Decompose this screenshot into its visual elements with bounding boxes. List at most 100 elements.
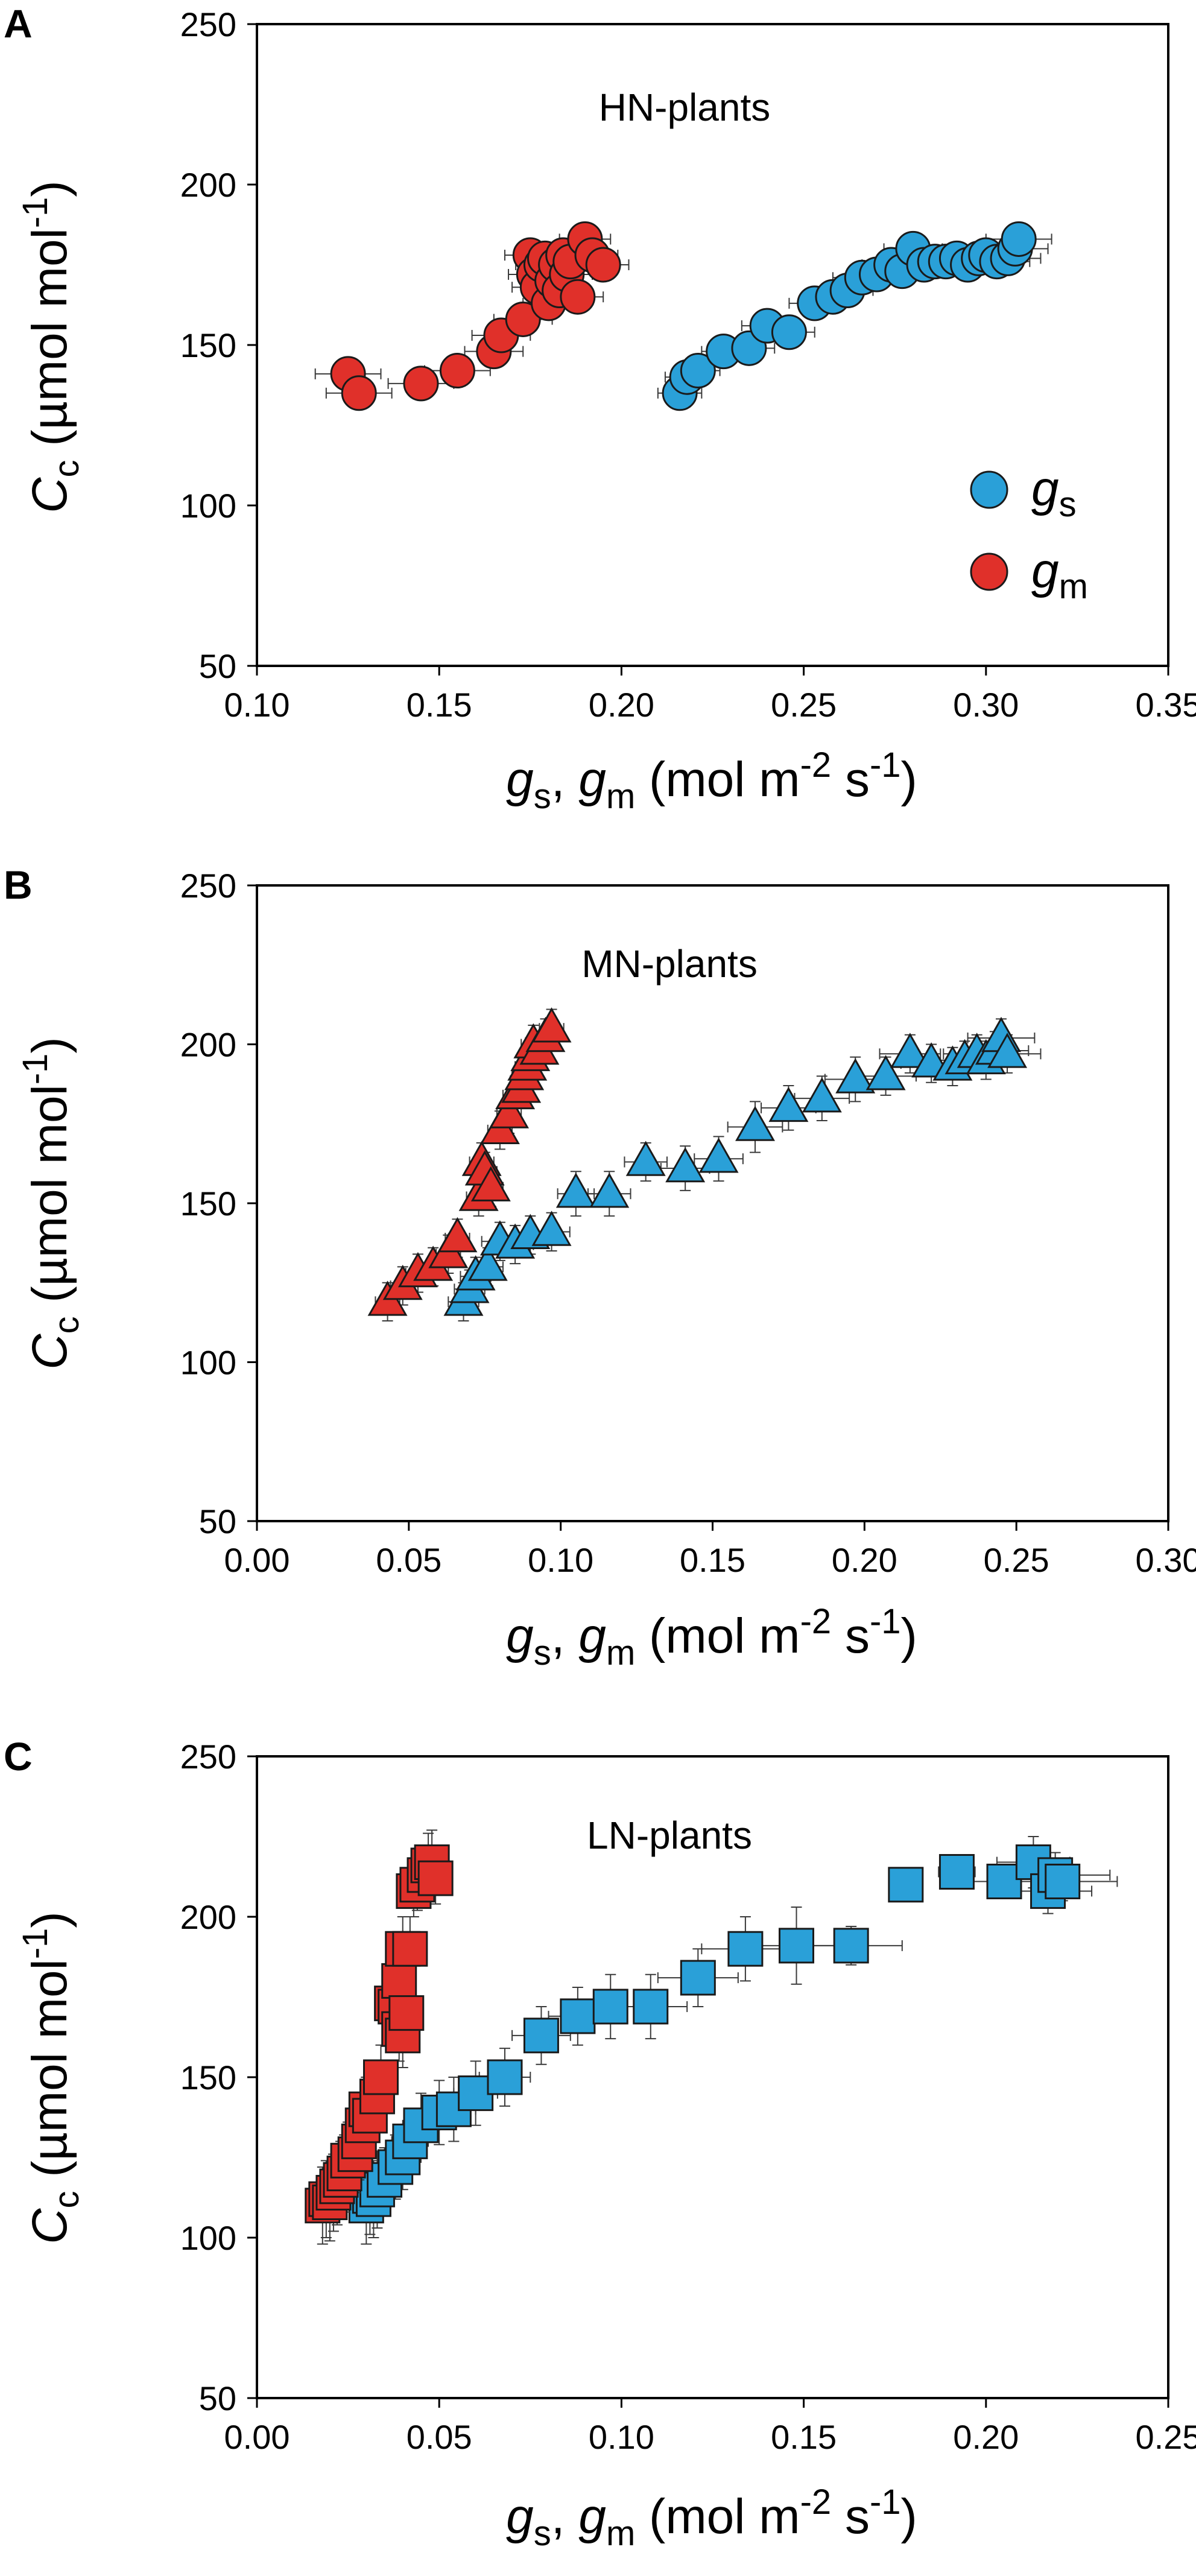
x-axis-title: gs, gm (mol m-2 s-1): [506, 2483, 917, 2553]
axis-titles: gs, gm (mol m-2 s-1)gs, gm (mol m-2 s-1)…: [16, 180, 917, 2553]
x-axis: 0.00 0.05 0.10 0.15 0.20 0.25: [224, 2398, 1196, 2456]
y-title-units: (µmol mol: [22, 228, 77, 460]
x-tick-label: 0.15: [680, 1541, 745, 1579]
x-tick-label: 0.10: [589, 2418, 654, 2456]
gs-point: [771, 314, 807, 350]
legend-gs-symbol: g: [1031, 461, 1059, 516]
x-title-units: ): [901, 752, 917, 807]
gs-point: [1045, 1863, 1081, 1899]
y-tick-label: 50: [199, 1502, 236, 1540]
gm-point: [341, 375, 377, 411]
x-tick-label: 0.05: [407, 2418, 472, 2456]
y-tick-label: 250: [180, 5, 236, 43]
y-axis-title: Cc (µmol mol-1): [16, 1911, 86, 2244]
gm-point: [437, 1217, 478, 1253]
x-tick-label: 0.25: [771, 686, 837, 724]
gs-point: [987, 1033, 1028, 1068]
panel-title: LN-plants: [587, 1814, 752, 1857]
y-tick-label: 200: [180, 1026, 236, 1064]
x-title-units: s: [831, 752, 870, 807]
y-tick-label: 200: [180, 166, 236, 204]
x-title-units: (mol m: [635, 752, 800, 807]
y-axis: 50 100 150 200 250: [180, 1738, 257, 2417]
y-title-c: C: [22, 477, 77, 513]
x-tick-label: 0.30: [953, 686, 1019, 724]
y-tick-label: 200: [180, 1898, 236, 1936]
panel-letter-c: C: [4, 1734, 33, 1779]
gm-point: [585, 247, 621, 283]
gs-point: [865, 1055, 906, 1090]
x-tick-label: 0.25: [1136, 2418, 1196, 2456]
x-tick-label: 0.20: [953, 2418, 1019, 2456]
gs-point: [938, 1854, 975, 1890]
y-title-c: C: [22, 2208, 77, 2244]
y-tick-label: 100: [180, 487, 236, 525]
gs-point: [727, 1931, 764, 1967]
x-title-units: (mol m: [635, 1609, 800, 1663]
gs-point: [698, 1138, 739, 1173]
panel-title: HN-plants: [599, 86, 771, 129]
legend-gm-sub: m: [1059, 567, 1088, 606]
x-title-comma: ,: [551, 1609, 579, 1663]
gs-point: [531, 1210, 572, 1246]
gm-point: [381, 1963, 417, 1999]
y-title-units: ): [22, 1911, 77, 1928]
y-title-sub: c: [47, 2191, 86, 2209]
gs-point: [802, 1077, 842, 1113]
y-tick-label: 100: [180, 2219, 236, 2257]
y-title-units: (µmol mol: [22, 1959, 77, 2191]
y-tick-label: 250: [180, 867, 236, 905]
y-tick-label: 150: [180, 326, 236, 364]
y-tick-label: 150: [180, 2059, 236, 2097]
gs-point: [589, 1172, 630, 1208]
y-title-exp: -1: [16, 197, 55, 229]
x-title-comma: ,: [551, 2489, 579, 2544]
x-title-sub-s: s: [534, 1633, 551, 1673]
gs-point: [835, 1058, 876, 1093]
x-title-g: g: [578, 752, 606, 807]
gm-point: [439, 353, 475, 389]
x-title-units: ): [901, 2489, 917, 2544]
x-title-exp: -2: [800, 745, 832, 785]
y-axis-title: Cc (µmol mol-1): [16, 1037, 86, 1369]
x-title-g: g: [506, 2489, 534, 2544]
gs-point: [833, 1928, 869, 1964]
panel-b: B MN-plants 0.00 0.05 0.10 0.15 0.20 0.25 0.30…: [4, 862, 1196, 1579]
data-points: [305, 1829, 1118, 2245]
gs-point: [487, 2059, 523, 2095]
gs-point: [560, 1998, 596, 2034]
x-title-units: (mol m: [635, 2489, 800, 2544]
x-tick-label: 0.30: [1136, 1541, 1196, 1579]
legend-gs-marker: [970, 470, 1008, 509]
x-axis: 0.10 0.15 0.20 0.25 0.30 0.35: [224, 666, 1196, 724]
gm-point: [470, 1166, 511, 1201]
y-tick-label: 250: [180, 1738, 236, 1776]
legend-gs-label: gs: [1031, 461, 1077, 524]
x-title-sub-m: m: [606, 2514, 635, 2553]
y-title-exp: -1: [16, 1054, 55, 1085]
data-points: [314, 221, 1052, 411]
panel-a: A HN-plants 0.10 0.15 0.20 0.25 0.30 0.35 50 1…: [4, 1, 1196, 724]
x-title-sub-s: s: [534, 2514, 551, 2553]
y-axis: 50 100 150 200 250: [180, 5, 257, 685]
data-points: [367, 1007, 1042, 1321]
legend-gm-label: gm: [1031, 543, 1088, 606]
x-tick-label: 0.10: [224, 686, 290, 724]
x-title-exp: -1: [870, 745, 901, 785]
gm-point: [392, 1931, 428, 1967]
x-tick-label: 0.25: [984, 1541, 1049, 1579]
gm-point: [388, 1995, 425, 2031]
x-title-exp: -2: [800, 2483, 832, 2522]
y-title-units: ): [22, 1037, 77, 1053]
gm-point: [403, 366, 439, 402]
x-title-comma: ,: [551, 752, 579, 807]
x-title-units: ): [901, 1609, 917, 1663]
gs-point: [680, 1960, 716, 1996]
y-axis: 50 100 150 200 250: [180, 867, 257, 1540]
legend-gs-sub: s: [1059, 485, 1077, 524]
gs-point: [665, 1147, 706, 1183]
x-title-exp: -1: [870, 2483, 901, 2522]
panel-title: MN-plants: [581, 942, 758, 986]
x-tick-label: 0.35: [1136, 686, 1196, 724]
x-title-exp: -1: [870, 1602, 901, 1641]
